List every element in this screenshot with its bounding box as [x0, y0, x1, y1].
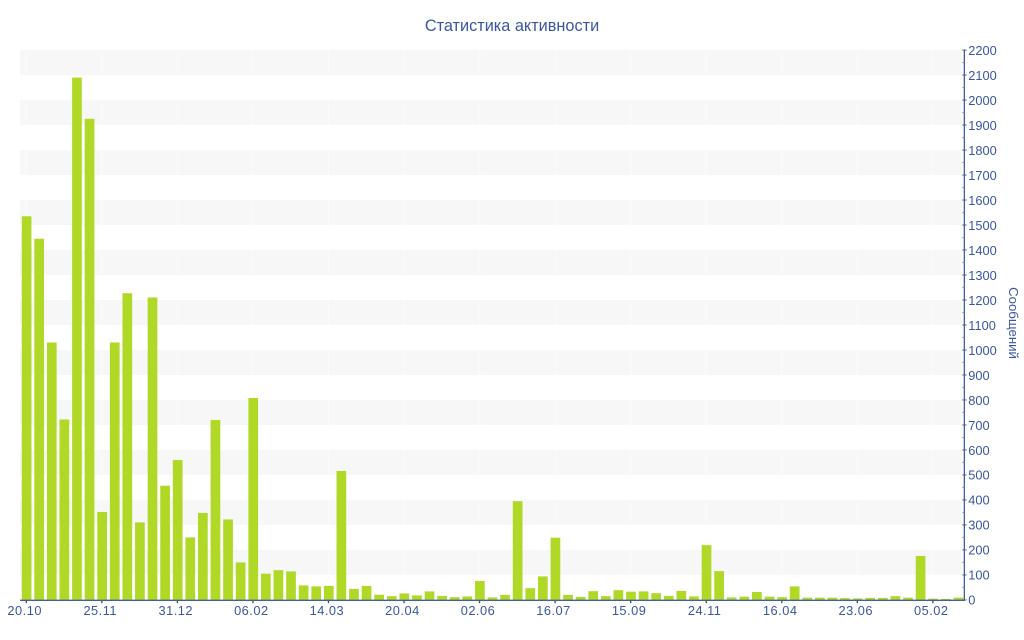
svg-text:1300: 1300	[968, 268, 996, 283]
svg-text:20.10: 20.10	[7, 603, 42, 618]
svg-text:1100: 1100	[968, 318, 996, 333]
svg-text:0: 0	[968, 593, 975, 608]
svg-text:15.09: 15.09	[612, 603, 647, 618]
svg-text:25.11: 25.11	[83, 603, 117, 618]
svg-text:2000: 2000	[968, 93, 996, 108]
svg-text:800: 800	[968, 393, 989, 408]
svg-text:16.07: 16.07	[536, 603, 571, 618]
svg-text:900: 900	[968, 368, 989, 383]
svg-text:14.03: 14.03	[310, 603, 345, 618]
svg-text:1000: 1000	[968, 343, 996, 358]
svg-text:100: 100	[968, 568, 989, 583]
svg-text:Статистика активности: Статистика активности	[425, 17, 599, 35]
svg-text:1400: 1400	[968, 243, 996, 258]
svg-text:2200: 2200	[968, 43, 996, 58]
svg-text:400: 400	[968, 493, 989, 508]
svg-text:20.04: 20.04	[385, 603, 420, 618]
svg-text:500: 500	[968, 468, 989, 483]
svg-text:1900: 1900	[968, 118, 996, 133]
svg-text:600: 600	[968, 443, 989, 458]
svg-text:1600: 1600	[968, 193, 996, 208]
svg-text:31.12: 31.12	[159, 603, 194, 618]
svg-text:24.11: 24.11	[688, 603, 722, 618]
svg-text:06.02: 06.02	[234, 603, 269, 618]
svg-text:02.06: 02.06	[461, 603, 496, 618]
svg-text:1200: 1200	[968, 293, 996, 308]
svg-text:300: 300	[968, 518, 989, 533]
svg-text:1500: 1500	[968, 218, 996, 233]
svg-text:23.06: 23.06	[838, 603, 873, 618]
svg-text:1800: 1800	[968, 143, 996, 158]
svg-text:16.04: 16.04	[763, 603, 798, 618]
svg-text:Сообщений: Сообщений	[1006, 287, 1021, 359]
svg-text:700: 700	[968, 418, 989, 433]
svg-text:05.02: 05.02	[914, 603, 949, 618]
svg-text:1700: 1700	[968, 168, 996, 183]
svg-text:2100: 2100	[968, 68, 996, 83]
svg-text:200: 200	[968, 543, 989, 558]
